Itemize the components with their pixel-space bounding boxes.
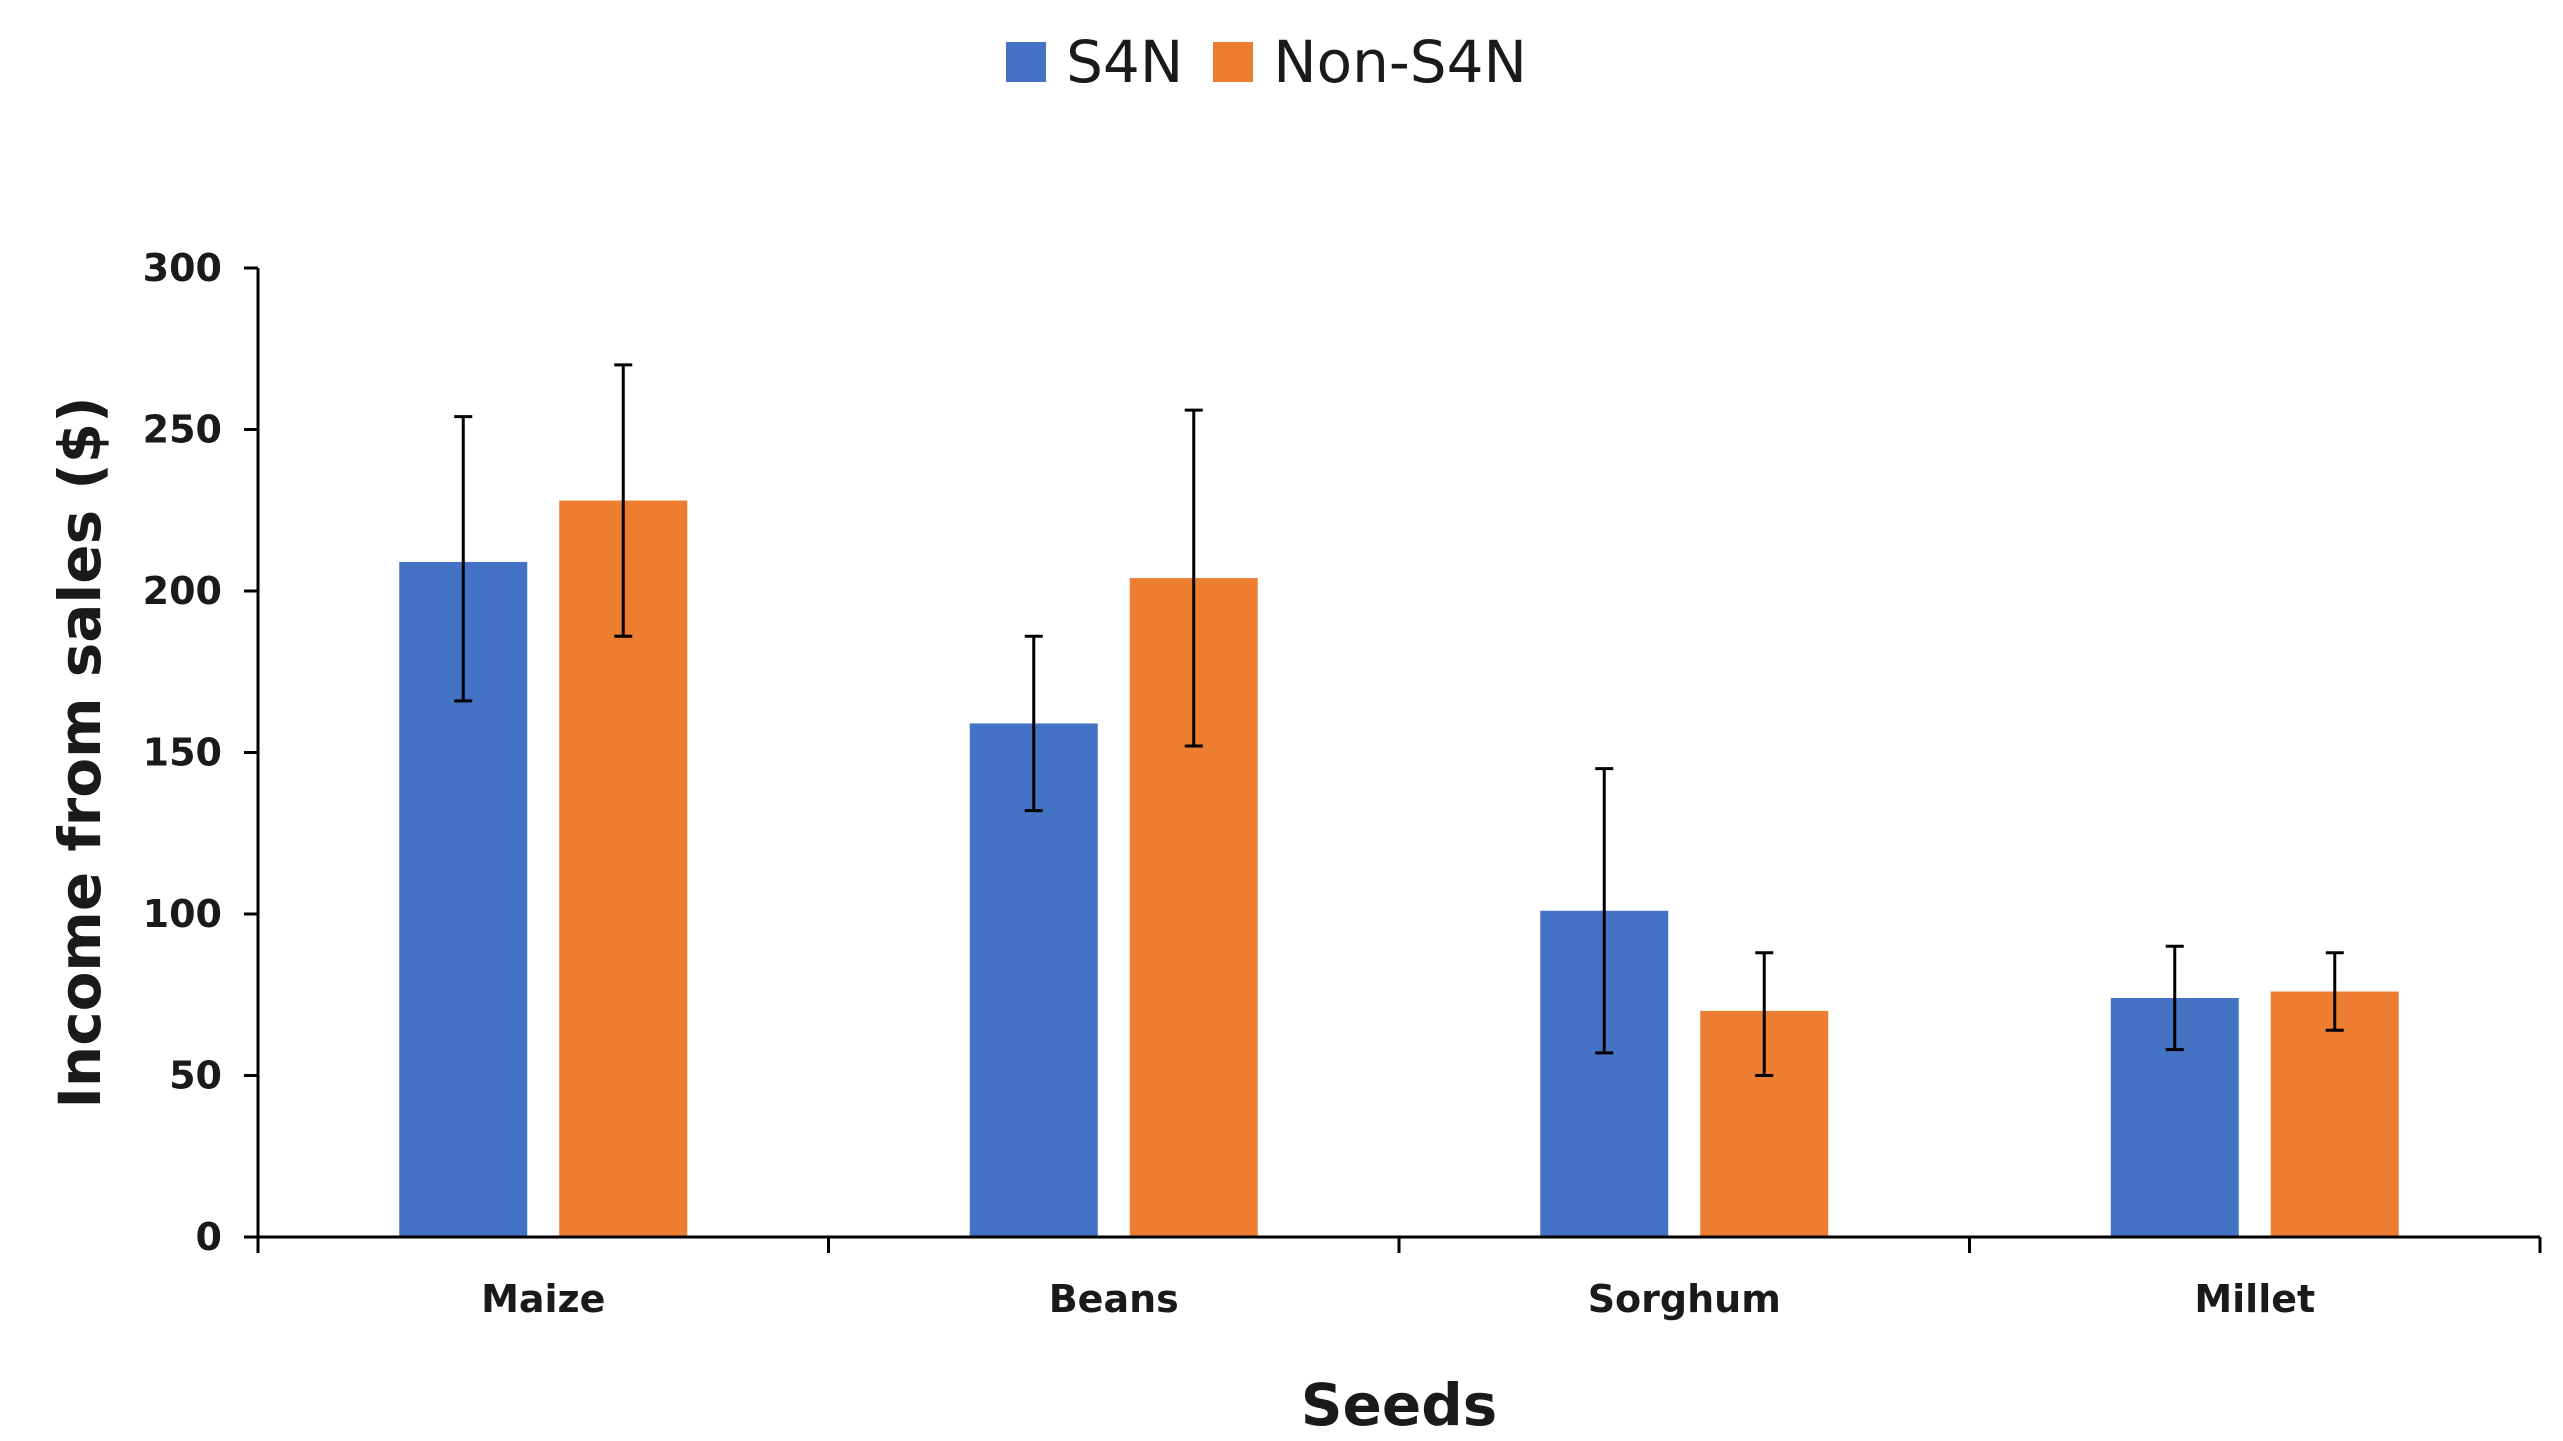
error-bar-non-s4n-millet [2325,951,2344,1032]
y-tick-label-200: 200 [143,569,222,613]
y-tick-label-300: 300 [143,246,222,290]
x-tick-label-beans: Beans [1049,1277,1179,1321]
legend-item-s4n: S4N [1006,28,1183,96]
error-bar-non-s4n-sorghum [1755,951,1774,1077]
error-bar-non-s4n-maize [614,363,633,638]
bar-non-s4n-millet [2270,991,2399,1237]
legend: S4N Non-S4N [0,28,2563,96]
legend-swatch-s4n [1006,42,1047,82]
legend-label-non-s4n: Non-S4N [1273,28,1527,96]
error-bar-s4n-sorghum [1595,767,1614,1055]
error-bar-s4n-millet [2165,944,2184,1052]
y-tick-label-0: 0 [196,1215,222,1259]
y-tick-label-150: 150 [143,731,222,775]
legend-label-s4n: S4N [1066,28,1184,96]
error-bar-non-s4n-beans [1184,408,1203,748]
y-tick-label-50: 50 [169,1054,222,1098]
x-tick-label-maize: Maize [481,1277,605,1321]
y-axis-title: Income from sales ($) [46,396,114,1108]
error-bar-s4n-maize [454,415,473,703]
legend-swatch-non-s4n [1213,42,1254,82]
y-tick-label-250: 250 [143,408,222,452]
x-tick-label-millet: Millet [2194,1277,2315,1321]
legend-item-non-s4n: Non-S4N [1213,28,1527,96]
x-axis-title: Seeds [1301,1371,1498,1439]
error-bar-s4n-beans [1024,634,1043,813]
x-tick-label-sorghum: Sorghum [1588,1277,1781,1321]
y-tick-label-100: 100 [143,892,222,936]
